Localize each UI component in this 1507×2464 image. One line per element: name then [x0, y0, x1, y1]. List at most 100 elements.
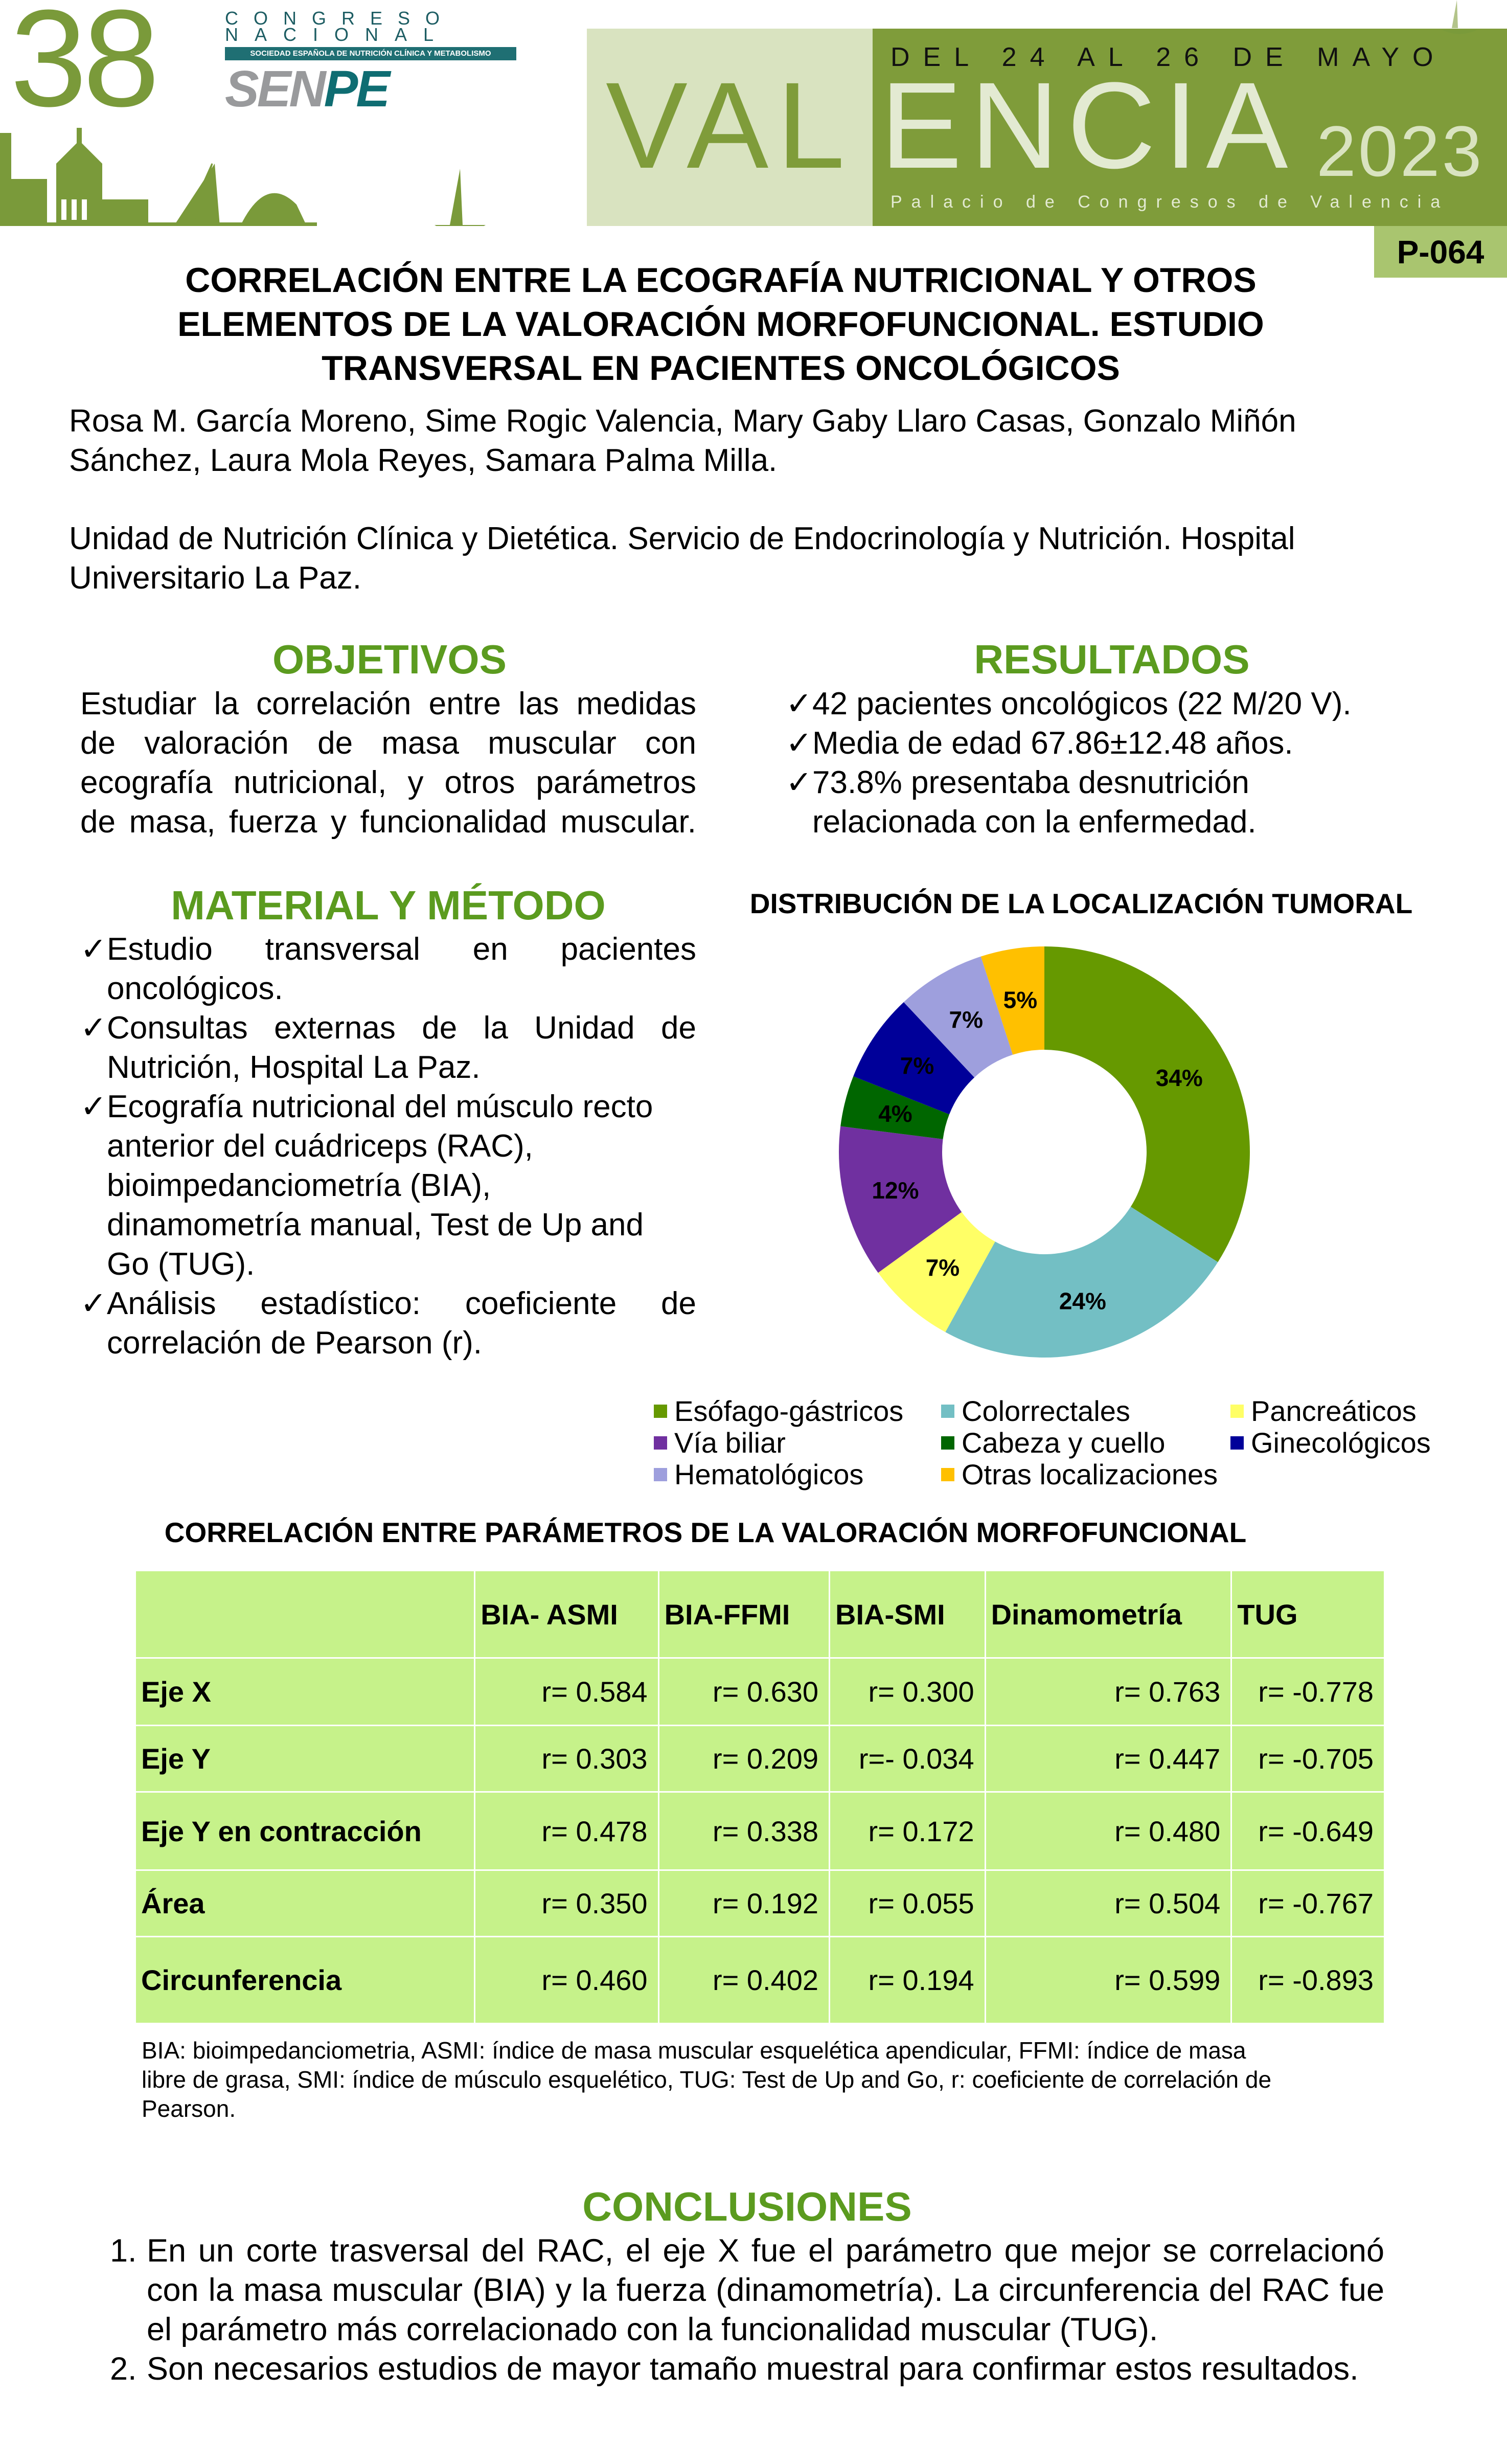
- valencia-skyline-illustration: [0, 128, 486, 226]
- footnote-line: libre de grasa, SMI: índice de músculo e…: [142, 2066, 1272, 2093]
- authors: Rosa M. García Moreno, Sime Rogic Valenc…: [69, 401, 1296, 480]
- donut-slice: [945, 1207, 1218, 1358]
- check-icon: ✓: [80, 932, 107, 967]
- table-cell: r= -0.893: [1230, 1936, 1385, 2024]
- legend-swatch: [941, 1468, 954, 1481]
- table-header-row: BIA- ASMI BIA-FFMI BIA-SMI Dinamometría …: [134, 1570, 1385, 1659]
- slice-label: 34%: [1156, 1065, 1203, 1091]
- legend-label: Colorrectales: [962, 1395, 1130, 1427]
- table-cell: r= 0.209: [657, 1725, 831, 1793]
- table-cell: r= -0.649: [1230, 1791, 1385, 1871]
- slice-label: 4%: [878, 1100, 912, 1127]
- table-cell: r= 0.460: [474, 1936, 659, 2024]
- legend-label: Vía biliar: [674, 1427, 786, 1459]
- congress-number-logo: 38: [10, 0, 159, 135]
- donut-slice: [853, 1002, 975, 1115]
- metodo-line: Consultas externas de la Unidad de: [107, 1010, 696, 1046]
- city-name-part2: ENCIA: [880, 57, 1296, 194]
- conclusion-item: 1. En un corte trasversal del RAC, el eje…: [110, 2231, 1384, 2349]
- metodo-line: dinamometría manual, Test de Up and: [107, 1207, 644, 1242]
- resultados-heading: RESULTADOS: [974, 637, 1250, 682]
- metodo-item: ✓ Estudio transversal en pacientes oncológ…: [80, 930, 696, 1008]
- metodo-line: Ecografía nutricional del músculo recto: [107, 1089, 653, 1124]
- objetivos-line: de masa, fuerza y funcionalidad muscular…: [80, 804, 696, 840]
- senpe-logo: SENPE: [225, 60, 390, 118]
- logo-society-band: SOCIEDAD ESPAÑOLA DE NUTRICIÓN CLÍNICA Y…: [225, 47, 516, 60]
- table-cell: r= 0.055: [829, 1869, 986, 1937]
- slice-label: 5%: [1003, 987, 1037, 1013]
- check-icon: ✓: [786, 765, 812, 800]
- table-cell: r= 0.300: [829, 1657, 986, 1726]
- table-cell: r= -0.767: [1230, 1869, 1385, 1937]
- senpe-logo-b: PE: [324, 60, 390, 118]
- legend-swatch: [1230, 1405, 1244, 1418]
- table-cell: r= 0.447: [984, 1725, 1232, 1793]
- legend-label: Esófago-gástricos: [674, 1395, 904, 1427]
- resultados-line: relacionada con la enfermedad.: [812, 804, 1257, 840]
- authors-line: Rosa M. García Moreno, Sime Rogic Valenc…: [69, 403, 1296, 439]
- check-icon: ✓: [80, 1089, 107, 1124]
- metodo-line: Estudio transversal en pacientes: [107, 932, 696, 967]
- table-title: CORRELACIÓN ENTRE PARÁMETROS DE LA VALOR…: [164, 1517, 1247, 1548]
- affiliation: Unidad de Nutrición Clínica y Dietética.…: [69, 519, 1295, 598]
- donut-slice: [878, 1212, 995, 1332]
- conclusiones-list: 1. En un corte trasversal del RAC, el eje…: [110, 2231, 1384, 2389]
- donut-slice: [1044, 946, 1250, 1262]
- donut-slice: [903, 956, 1013, 1078]
- header-light-panel: [587, 29, 873, 226]
- column-header: Dinamometría: [984, 1570, 1232, 1659]
- city-name-part1: VAL: [606, 57, 853, 194]
- event-venue: Palacio de Congresos de Valencia: [890, 192, 1450, 212]
- table-cell: r= 0.599: [984, 1936, 1232, 2024]
- legend-label: Otras localizaciones: [962, 1458, 1218, 1490]
- donut-slice: [840, 1076, 950, 1139]
- table-cell: r= 0.630: [657, 1657, 831, 1726]
- check-icon: ✓: [80, 1010, 107, 1046]
- metodo-item: ✓ Consultas externas de la Unidad de Nutri…: [80, 1008, 696, 1087]
- resultados-item: ✓ 42 pacientes oncológicos (22 M/20 V).: [786, 684, 1476, 724]
- metodo-line: Análisis estadístico: coeficiente de: [107, 1286, 696, 1321]
- poster-code: P-064: [1374, 226, 1507, 278]
- legend-item: Ginecológicos: [1230, 1427, 1496, 1459]
- table-cell: r= 0.763: [984, 1657, 1232, 1726]
- title-line: ELEMENTOS DE LA VALORACIÓN MORFOFUNCIONA…: [177, 305, 1264, 344]
- tumor-location-donut-chart: 34% 24% 7% 12% 4% 7% 7% 5%: [839, 946, 1250, 1358]
- metodo-line: correlación de Pearson (r).: [107, 1325, 482, 1361]
- table-row: Eje Y en contracción r= 0.478 r= 0.338 r= 0…: [134, 1791, 1385, 1871]
- table-cell: r= 0.172: [829, 1791, 986, 1871]
- table-cell: r=- 0.034: [829, 1725, 986, 1793]
- column-header: BIA- ASMI: [474, 1570, 659, 1659]
- legend-label: Hematológicos: [674, 1458, 864, 1490]
- objetivos-text: Estudiar la correlación entre las medida…: [80, 684, 696, 842]
- metodo-list: ✓ Estudio transversal en pacientes oncológ…: [80, 930, 696, 1363]
- table-row: Área r= 0.350 r= 0.192 r= 0.055 r= 0.504 r= -…: [134, 1869, 1385, 1937]
- sailboat-icon: [1442, 0, 1477, 34]
- conclusion-item: 2. Son necesarios estudios de mayor tamañ…: [110, 2349, 1384, 2389]
- table-cell: r= 0.402: [657, 1936, 831, 2024]
- legend-label: Pancreáticos: [1251, 1395, 1417, 1427]
- legend-item: Cabeza y cuello: [941, 1427, 1230, 1459]
- conclusion-text: En un corte trasversal del RAC, el eje X…: [147, 2233, 1384, 2347]
- metodo-line: Go (TUG).: [107, 1247, 255, 1282]
- column-header: BIA-SMI: [829, 1570, 986, 1659]
- event-year: 2023: [1316, 111, 1484, 191]
- row-label: Eje Y: [134, 1725, 476, 1793]
- slice-label: 24%: [1059, 1288, 1106, 1315]
- table-cell: r= 0.480: [984, 1791, 1232, 1871]
- metodo-heading: MATERIAL Y MÉTODO: [171, 883, 606, 928]
- table-row: Circunferencia r= 0.460 r= 0.402 r= 0.194 r=…: [134, 1936, 1385, 2024]
- legend-swatch: [941, 1405, 954, 1418]
- legend-item: Colorrectales: [941, 1395, 1230, 1427]
- table-cell: r= 0.478: [474, 1791, 659, 1871]
- slice-label: 7%: [926, 1254, 960, 1281]
- affiliation-line: Unidad de Nutrición Clínica y Dietética.…: [69, 521, 1295, 556]
- table-cell: r= 0.194: [829, 1936, 986, 2024]
- poster-title: CORRELACIÓN ENTRE LA ECOGRAFÍA NUTRICION…: [82, 258, 1360, 390]
- logo-congreso: CONGRESO: [225, 8, 455, 29]
- row-label: Eje Y en contracción: [134, 1791, 476, 1871]
- table-cell: r= 0.584: [474, 1657, 659, 1726]
- table-cell: r= 0.338: [657, 1791, 831, 1871]
- conclusiones-heading: CONCLUSIONES: [582, 2184, 912, 2229]
- objetivos-line: ecografía nutricional, y otros parámetro…: [80, 765, 696, 800]
